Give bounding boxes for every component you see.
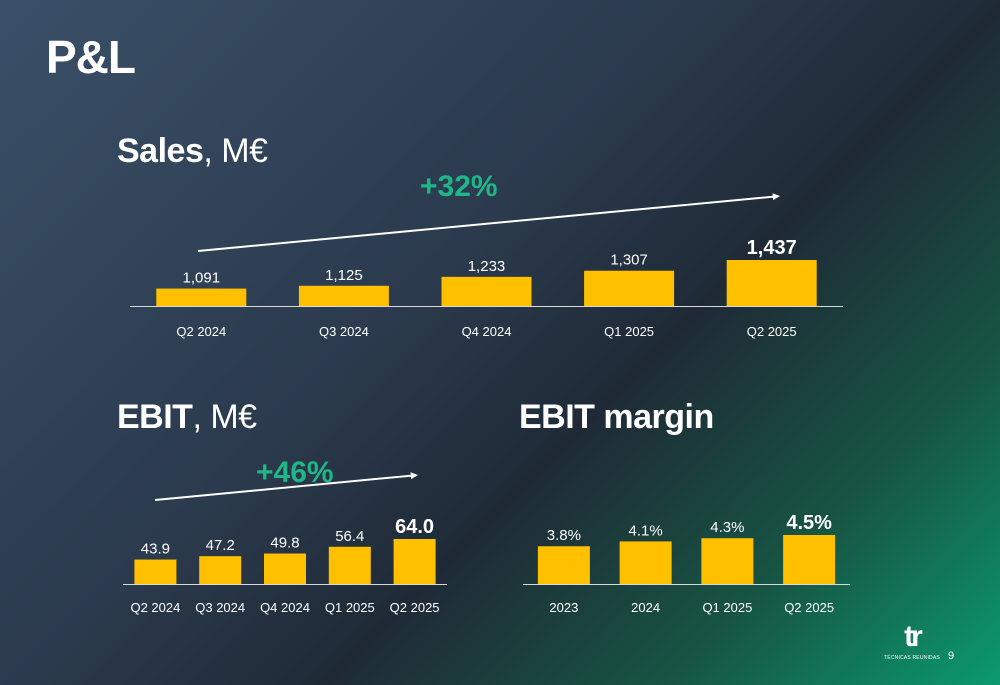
ebit-category-label: Q2 2024 [130,600,180,615]
ebit-margin-title: EBIT margin [519,398,714,436]
margin-bar [783,535,836,584]
sales-bar [584,270,675,306]
tr-logo: tr TÉCNICAS REUNIDAS [882,620,942,662]
sales-title: Sales, M€ [117,132,268,170]
ebit-value-label: 49.8 [270,535,299,552]
sales-value-label: 1,307 [610,252,648,269]
sales-growth-label: +32% [420,170,498,203]
sales-category-label: Q1 2025 [604,324,654,339]
margin-bar [701,538,754,584]
margin-bar [537,546,590,584]
tr-logo-icon: tr [904,620,923,653]
ebit-bar [199,556,242,584]
ebit-value-label: 47.2 [206,537,235,554]
sales-value-label: 1,437 [747,237,797,259]
margin-value-label: 3.8% [547,527,581,544]
sales-growth-arrow [197,195,779,252]
margin-value-label: 4.3% [710,519,744,536]
ebit-bar [328,546,371,584]
sales-category-label: Q4 2024 [462,324,512,339]
sales-value-label: 1,233 [468,258,506,275]
ebit-growth-arrow [154,474,417,501]
sales-bar [441,276,532,306]
sales-category-label: Q2 2025 [747,324,797,339]
ebit-growth-arrowhead [410,472,418,480]
ebit-category-label: Q2 2025 [390,600,440,615]
margin-category-label: 2023 [549,600,578,615]
ebit-title: EBIT, M€ [117,398,257,436]
margin-bar [619,541,672,584]
sales-growth-arrowhead [772,193,780,201]
sales-value-label: 1,091 [183,270,221,287]
page-title: P&L [46,31,136,83]
sales-bar [298,285,389,306]
margin-category-label: Q1 2025 [702,600,752,615]
page-number: 9 [948,650,955,662]
margin-category-label: 2024 [631,600,660,615]
margin-value-label: 4.1% [629,522,663,539]
ebit-value-label: 64.0 [395,516,434,538]
sales-category-label: Q3 2024 [319,324,369,339]
sales-category-label: Q2 2024 [176,324,226,339]
margin-value-label: 4.5% [786,512,832,534]
ebit-category-label: Q1 2025 [325,600,375,615]
ebit-value-label: 56.4 [335,528,364,545]
sales-bar [156,288,247,306]
logo-text: TÉCNICAS REUNIDAS [884,655,940,661]
ebit-bar [134,559,177,584]
ebit-value-label: 43.9 [141,541,170,558]
ebit-bar [393,539,436,584]
ebit-category-label: Q4 2024 [260,600,310,615]
sales-bar [726,260,817,306]
ebit-bar [264,553,306,584]
sales-value-label: 1,125 [325,267,363,284]
margin-category-label: Q2 2025 [784,600,834,615]
ebit-category-label: Q3 2024 [195,600,245,615]
